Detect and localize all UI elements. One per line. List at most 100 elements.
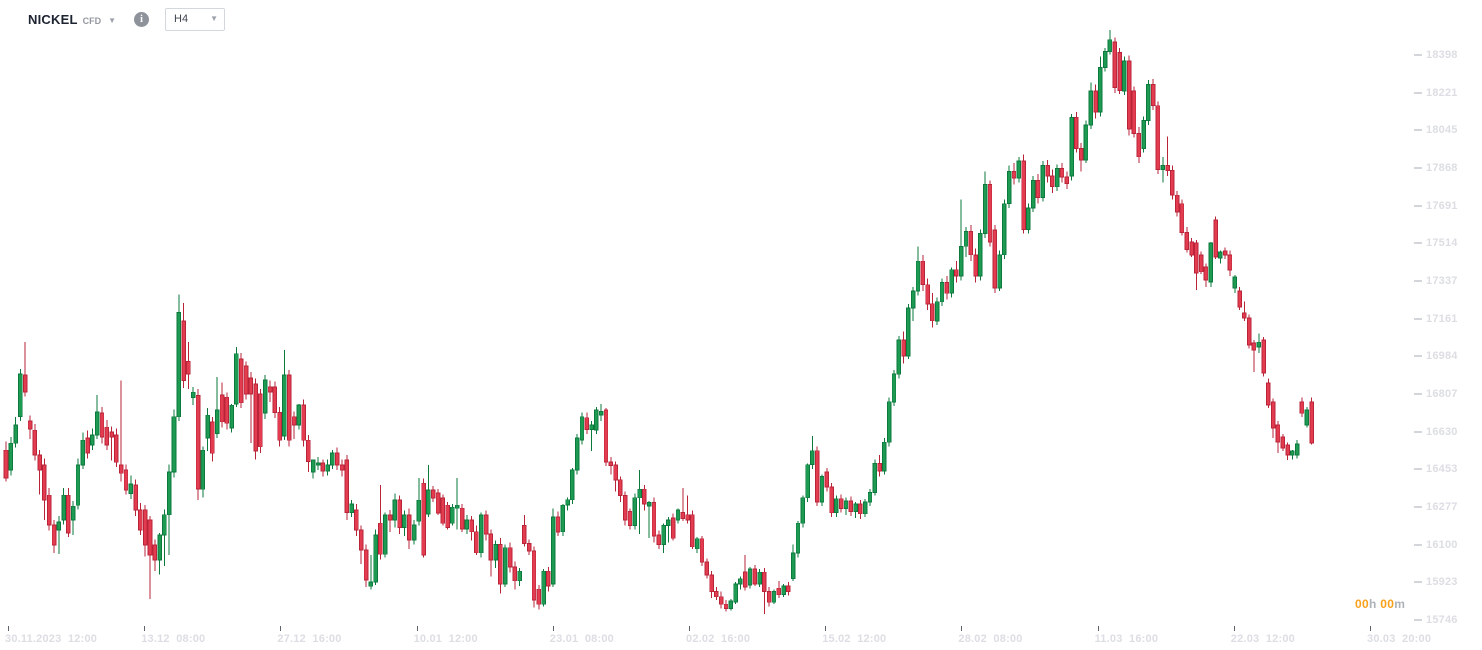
candle-down [195, 394, 201, 490]
time-tick-label: 11.03 16:00 [1094, 633, 1159, 645]
time-tick-label: 28.02 08:00 [958, 633, 1023, 645]
candle-up [982, 184, 988, 234]
candle-up [738, 578, 743, 585]
candle-down [469, 519, 474, 533]
info-icon[interactable]: i [134, 11, 150, 27]
candle-up [886, 401, 892, 443]
candle-up [1002, 203, 1007, 256]
symbol-selector[interactable]: NICKEL CFD ▼ [28, 12, 116, 27]
candle-up [190, 391, 196, 399]
candle-down [22, 374, 28, 393]
candle-up [574, 437, 580, 471]
candle-down [459, 507, 465, 530]
candle-down [1170, 170, 1175, 196]
time-tick-mark [1370, 626, 1371, 631]
candle-up [733, 583, 738, 603]
price-tick-label: 15746 [1426, 614, 1458, 626]
candle-down [752, 568, 758, 585]
candle-up [1016, 160, 1022, 179]
candle-up [315, 462, 321, 466]
price-tick-label: 17514 [1426, 237, 1458, 250]
time-tick-mark [8, 626, 9, 631]
candle-up [454, 504, 460, 509]
candle-down [848, 500, 854, 513]
candle-down [627, 511, 633, 526]
time-tick-label: 22.03 12:00 [1230, 633, 1295, 645]
candle-up [939, 282, 945, 303]
candle-up [1083, 124, 1089, 161]
time-tick-mark [280, 626, 282, 631]
candle-down [306, 439, 311, 462]
candle-up [517, 570, 522, 582]
candle-up [80, 439, 86, 466]
candle-countdown-timer: 00h 00m [1355, 597, 1405, 611]
price-tick-label: 16807 [1426, 388, 1458, 400]
countdown-minutes: 00 [1380, 597, 1395, 611]
candle-down [608, 461, 614, 467]
candle-up [781, 585, 786, 596]
price-tick-dash [1414, 581, 1422, 584]
candle-down [406, 514, 412, 541]
candle-up [747, 568, 753, 586]
candle-down [1136, 132, 1142, 158]
price-axis-tick: 17161 [1395, 313, 1458, 325]
price-tick-dash [1414, 166, 1422, 169]
candle-up [1141, 120, 1146, 149]
candle-up [373, 534, 378, 583]
time-tick-label: 30.11.2023 12:00 [5, 633, 98, 645]
candle-up [872, 463, 878, 493]
price-tick-dash [1414, 505, 1422, 508]
candle-down [1093, 90, 1098, 113]
timeframe-select[interactable]: H4 ▼ [165, 7, 226, 31]
candle-up [18, 373, 23, 418]
candle-down [742, 571, 748, 588]
candle-up [1290, 450, 1295, 456]
candle-up [493, 544, 498, 561]
price-tick-label: 18045 [1426, 124, 1458, 137]
time-axis[interactable]: 30.11.2023 12:00 13.12 08:00 27.12 16:00 10… [0, 624, 1482, 650]
candle-up [934, 301, 940, 322]
candle-up [541, 570, 546, 605]
candle-down [397, 499, 402, 529]
price-axis[interactable]: 18398 18221 18045 17868 17691 17514 17337 17161… [1395, 0, 1482, 650]
candle-up [349, 503, 354, 514]
candle-up [411, 524, 417, 541]
candle-up [810, 450, 815, 466]
countdown-hours: 00 [1355, 597, 1369, 611]
candle-down [1227, 254, 1233, 271]
candle-down [224, 396, 230, 424]
candle-down [1155, 105, 1161, 171]
candle-up [949, 269, 954, 294]
candle-up [234, 353, 239, 405]
candle-down [488, 533, 494, 561]
candle-up [128, 483, 134, 494]
price-tick-dash [1414, 430, 1422, 433]
price-axis-tick: 16807 [1395, 388, 1458, 400]
candle-down [1021, 160, 1026, 230]
candle-down [181, 320, 186, 382]
candle-up [325, 464, 330, 472]
candle-down [1237, 290, 1242, 308]
candle-up [13, 424, 18, 444]
candle-down [618, 479, 623, 497]
candle-down [320, 462, 326, 472]
candle-up [1088, 90, 1094, 126]
candle-down [699, 538, 705, 563]
candle-down [238, 358, 244, 404]
candle-up [757, 571, 762, 585]
candle-up [75, 464, 81, 506]
candle-up [1054, 168, 1060, 188]
candle-up [958, 245, 964, 277]
candle-down [987, 184, 993, 243]
candle-down [1275, 424, 1281, 443]
candle-up [282, 374, 287, 437]
candle-up [1026, 207, 1031, 230]
candle-down [930, 303, 935, 322]
candle-down [301, 404, 306, 441]
candle-down [723, 603, 729, 609]
candle-down [42, 464, 47, 501]
candle-down [1309, 401, 1314, 444]
price-axis-tick: 16984 [1395, 350, 1458, 362]
price-tick-label: 16630 [1426, 425, 1458, 438]
candle-up [896, 339, 902, 375]
